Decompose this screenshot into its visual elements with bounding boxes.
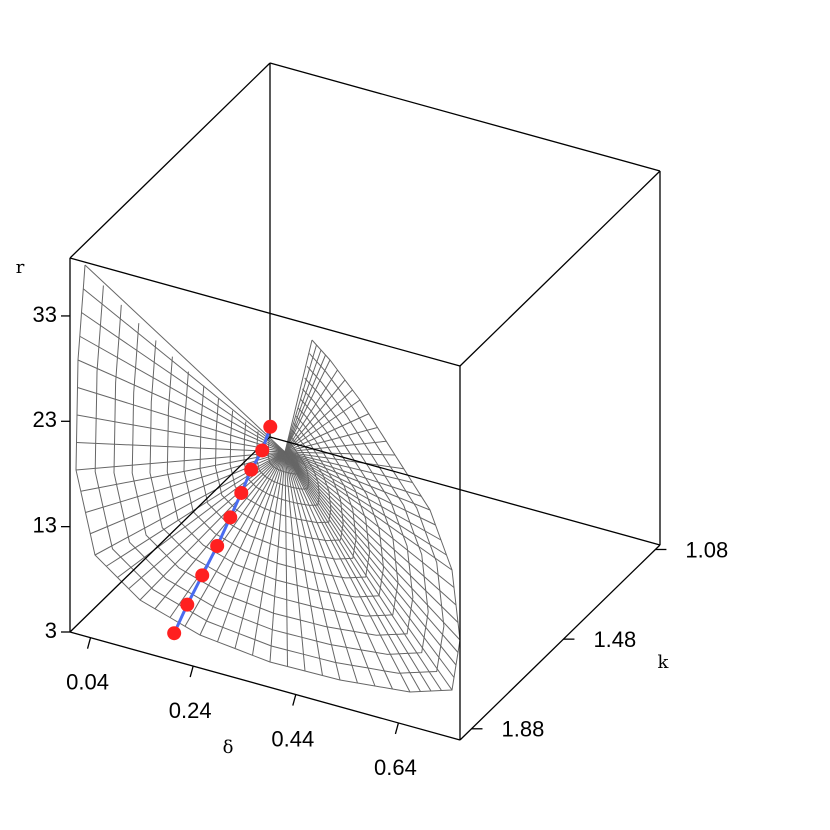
mesh-line [284,349,322,453]
mesh-line [256,431,310,490]
mesh-line [284,451,358,684]
x-tick-label: 0.44 [271,726,314,751]
mesh-line [217,451,286,642]
mesh-line [269,451,286,663]
mesh-line [184,451,286,627]
mesh-line [284,354,326,453]
data-point [244,462,259,477]
mesh-line [76,442,286,453]
data-point [234,485,249,500]
mesh-line [199,451,286,636]
mesh-line [284,451,459,623]
mesh-line [284,451,411,693]
mesh-line [284,344,317,453]
mesh-line [284,451,288,667]
x-tick-label: 0.04 [66,669,109,694]
mesh-line [84,264,286,453]
data-point [223,510,238,525]
surface-mesh [75,264,461,693]
mesh-line [284,451,457,666]
box-edge [69,257,461,367]
mesh-line [75,264,461,693]
data-point [210,539,225,554]
mesh-line [131,323,414,636]
mesh-line [284,451,455,678]
data-point [195,568,210,583]
mesh-line [80,451,286,492]
mesh-line [149,340,399,617]
mesh-line [284,451,453,691]
z-tick-label: 3 [45,618,57,643]
x-axis-label: δ [223,737,234,758]
mesh-line [284,451,432,692]
mesh-line [284,339,313,453]
mesh-line [284,451,306,672]
mesh-line [166,356,385,598]
y-tick-label: 1.88 [501,717,544,742]
bounding-box [69,62,661,741]
data-point [167,626,182,641]
y-tick-label: 1.08 [685,537,728,562]
mesh-line [75,451,286,471]
x-tick [292,694,297,706]
mesh-line [81,312,286,453]
mesh-line [284,451,421,692]
mesh-line [284,451,341,681]
x-tick [394,722,400,735]
mesh-line [94,285,445,674]
box-edge [459,544,661,741]
mesh-line [284,451,455,588]
y-tick-label: 1.48 [593,627,636,652]
mesh-line [77,359,286,453]
box-edge [459,170,661,367]
mesh-line [128,451,286,590]
box-edge [69,631,461,741]
mesh-line [85,451,286,513]
mesh-line [169,451,286,618]
z-tick-label: 23 [33,407,57,432]
data-point [255,443,270,458]
mesh-line [113,304,429,655]
mesh-line [267,439,300,475]
x-tick-label: 0.64 [374,755,417,780]
box-edge [269,436,661,546]
mesh-line [82,288,286,453]
mesh-line [154,451,286,610]
box-edge [269,62,661,172]
z-axis-label: r [16,257,25,278]
mesh-line [284,451,447,556]
x-tick [86,637,92,649]
mesh-line [277,447,292,462]
mesh-line [284,451,453,571]
mesh-line [79,335,286,453]
mesh-line [284,451,376,687]
mesh-line [76,414,286,453]
data-point [263,419,278,434]
box-edge [69,62,271,259]
mesh-line [284,451,442,691]
mesh-line [284,451,461,641]
mesh-line [284,440,387,453]
z-tick-label: 13 [33,512,57,537]
box-edge [69,436,271,633]
mesh-line [234,451,286,649]
y-axis-label: k [658,652,670,673]
mesh-line [229,410,332,524]
mesh-line [139,451,286,601]
mesh-line [252,451,286,656]
mesh-line [284,451,393,690]
data-point [180,597,195,612]
mesh-line [199,385,357,560]
x-tick [189,665,194,678]
mesh-line [284,359,331,453]
mesh-line [284,451,323,676]
mesh-line [77,387,286,453]
mesh-line [284,451,457,606]
x-tick-label: 0.24 [169,698,212,723]
z-tick-label: 33 [33,302,57,327]
mesh-line [284,451,459,653]
